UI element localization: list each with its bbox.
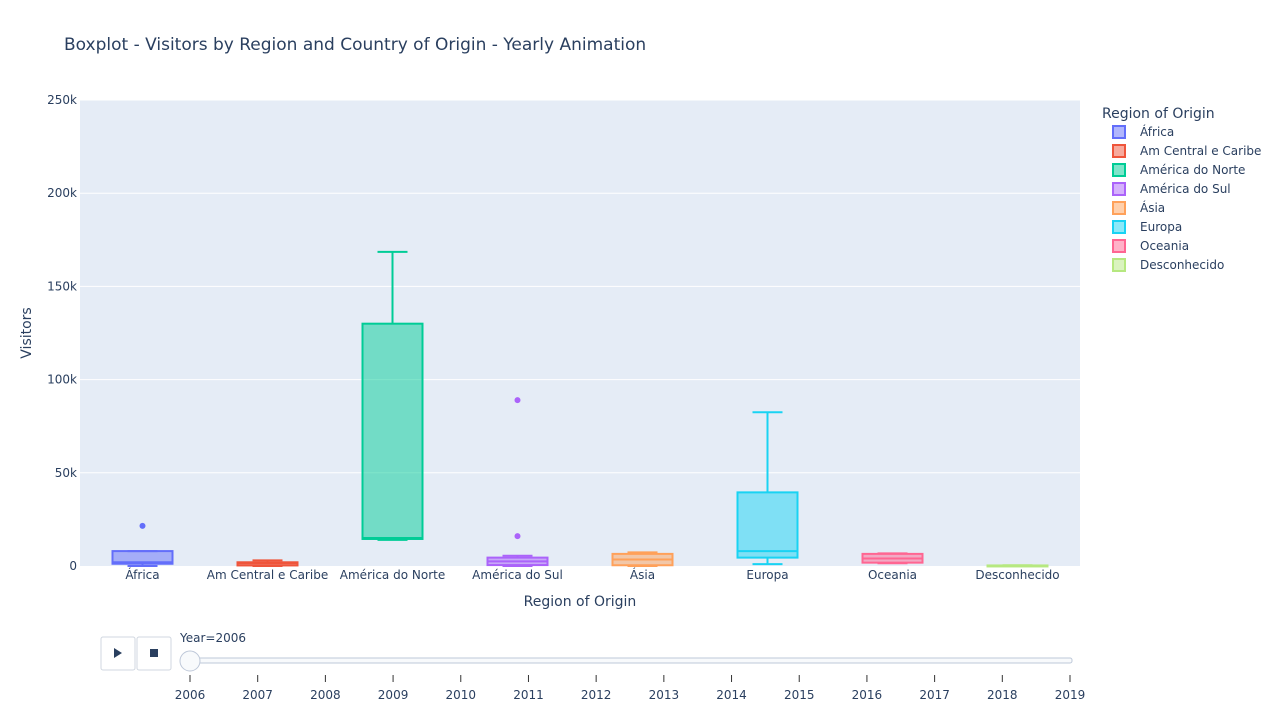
box-0 bbox=[111, 522, 174, 567]
y-tick-label: 200k bbox=[47, 186, 77, 200]
legend-swatch bbox=[1112, 258, 1126, 272]
boxes bbox=[111, 250, 1049, 568]
y-tick-label: 250k bbox=[47, 93, 77, 107]
slider-tick-label[interactable]: 2017 bbox=[919, 688, 950, 702]
x-axis-label: Region of Origin bbox=[524, 594, 637, 610]
y-tick-label: 150k bbox=[47, 279, 77, 293]
slider-current-value: Year=2006 bbox=[179, 631, 246, 645]
play-icon bbox=[114, 648, 122, 658]
x-tick-label: Oceania bbox=[868, 568, 917, 582]
slider-tick-label[interactable]: 2012 bbox=[581, 688, 612, 702]
slider-tick-label[interactable]: 2019 bbox=[1055, 688, 1086, 702]
legend-label: América do Sul bbox=[1140, 182, 1231, 196]
legend-label: África bbox=[1140, 124, 1174, 139]
x-tick-label: América do Sul bbox=[472, 568, 563, 582]
box-body bbox=[361, 322, 424, 540]
legend-item[interactable]: Europa bbox=[1112, 220, 1182, 234]
legend-swatch bbox=[1112, 201, 1126, 215]
slider-ticks: 2006 2007 2008 2009 2010 2011 2012 2013 2014 2015… bbox=[175, 675, 1086, 702]
legend-swatch bbox=[1112, 163, 1126, 177]
legend-swatch bbox=[1112, 144, 1126, 158]
legend-title: Region of Origin bbox=[1102, 106, 1215, 122]
x-tick-label: Europa bbox=[746, 568, 788, 582]
plot-area bbox=[80, 100, 1080, 566]
legend-label: América do Norte bbox=[1140, 163, 1245, 177]
slider-tick-label[interactable]: 2014 bbox=[716, 688, 747, 702]
legend-swatch bbox=[1112, 182, 1126, 196]
y-axis-ticks: 0 50k 100k 150k 200k 250k bbox=[47, 93, 77, 573]
legend-label: Am Central e Caribe bbox=[1140, 144, 1261, 158]
legend-item[interactable]: América do Sul bbox=[1112, 182, 1231, 196]
x-tick-label: Desconhecido bbox=[975, 568, 1059, 582]
gridlines bbox=[80, 99, 1080, 474]
outlier-point bbox=[514, 533, 521, 540]
slider-tick-label[interactable]: 2007 bbox=[242, 688, 273, 702]
y-tick-label: 50k bbox=[55, 466, 77, 480]
stop-icon bbox=[150, 649, 158, 657]
slider-tick-label[interactable]: 2013 bbox=[649, 688, 680, 702]
x-axis-ticks: África Am Central e Caribe América do Nort… bbox=[125, 567, 1059, 582]
slider-tick-label[interactable]: 2009 bbox=[378, 688, 409, 702]
animation-controls: Year=2006 2006 2007 2008 2009 2010 2011 2012 20… bbox=[100, 631, 1086, 702]
slider-tick-label[interactable]: 2010 bbox=[445, 688, 476, 702]
y-tick-label: 100k bbox=[47, 373, 77, 387]
box-1 bbox=[236, 559, 299, 567]
chart-title: Boxplot - Visitors by Region and Country… bbox=[64, 35, 646, 55]
legend-item[interactable]: África bbox=[1112, 124, 1174, 139]
legend-item[interactable]: Oceania bbox=[1112, 239, 1189, 253]
y-axis-label: Visitors bbox=[19, 307, 35, 358]
legend-label: Desconhecido bbox=[1140, 258, 1224, 272]
box-3 bbox=[486, 397, 549, 567]
play-button[interactable] bbox=[100, 636, 136, 671]
legend: Region of Origin África Am Central e Cari… bbox=[1102, 106, 1261, 272]
x-tick-label: Am Central e Caribe bbox=[207, 568, 328, 582]
slider-rail[interactable] bbox=[181, 657, 1073, 664]
legend-item[interactable]: Ásia bbox=[1112, 200, 1165, 215]
legend-label: Ásia bbox=[1140, 200, 1165, 215]
outlier-point bbox=[139, 522, 146, 529]
legend-swatch bbox=[1112, 239, 1126, 253]
box-body bbox=[111, 550, 174, 565]
legend-item[interactable]: Desconhecido bbox=[1112, 258, 1224, 272]
box-2 bbox=[361, 250, 424, 541]
stop-button[interactable] bbox=[136, 636, 172, 671]
slider-tick-label[interactable]: 2011 bbox=[513, 688, 544, 702]
outlier-point bbox=[514, 397, 521, 404]
legend-swatch bbox=[1112, 220, 1126, 234]
box-6 bbox=[861, 552, 924, 565]
slider-tick-label[interactable]: 2015 bbox=[784, 688, 815, 702]
box-4 bbox=[611, 551, 674, 567]
y-tick-label: 0 bbox=[69, 559, 77, 573]
slider-tick-label[interactable]: 2018 bbox=[987, 688, 1018, 702]
box-7 bbox=[986, 564, 1049, 568]
box-5 bbox=[736, 411, 799, 566]
slider-tick-label[interactable]: 2006 bbox=[175, 688, 206, 702]
box-body bbox=[736, 491, 799, 559]
legend-item[interactable]: América do Norte bbox=[1112, 163, 1245, 177]
slider-tick-label[interactable]: 2008 bbox=[310, 688, 341, 702]
x-tick-label: Ásia bbox=[630, 567, 655, 582]
x-tick-label: América do Norte bbox=[340, 568, 445, 582]
legend-label: Europa bbox=[1140, 220, 1182, 234]
legend-label: Oceania bbox=[1140, 239, 1189, 253]
slider-grip[interactable] bbox=[179, 650, 201, 672]
slider-tick-label[interactable]: 2016 bbox=[852, 688, 883, 702]
x-tick-label: África bbox=[125, 567, 159, 582]
legend-item[interactable]: Am Central e Caribe bbox=[1112, 144, 1261, 158]
legend-swatch bbox=[1112, 125, 1126, 139]
